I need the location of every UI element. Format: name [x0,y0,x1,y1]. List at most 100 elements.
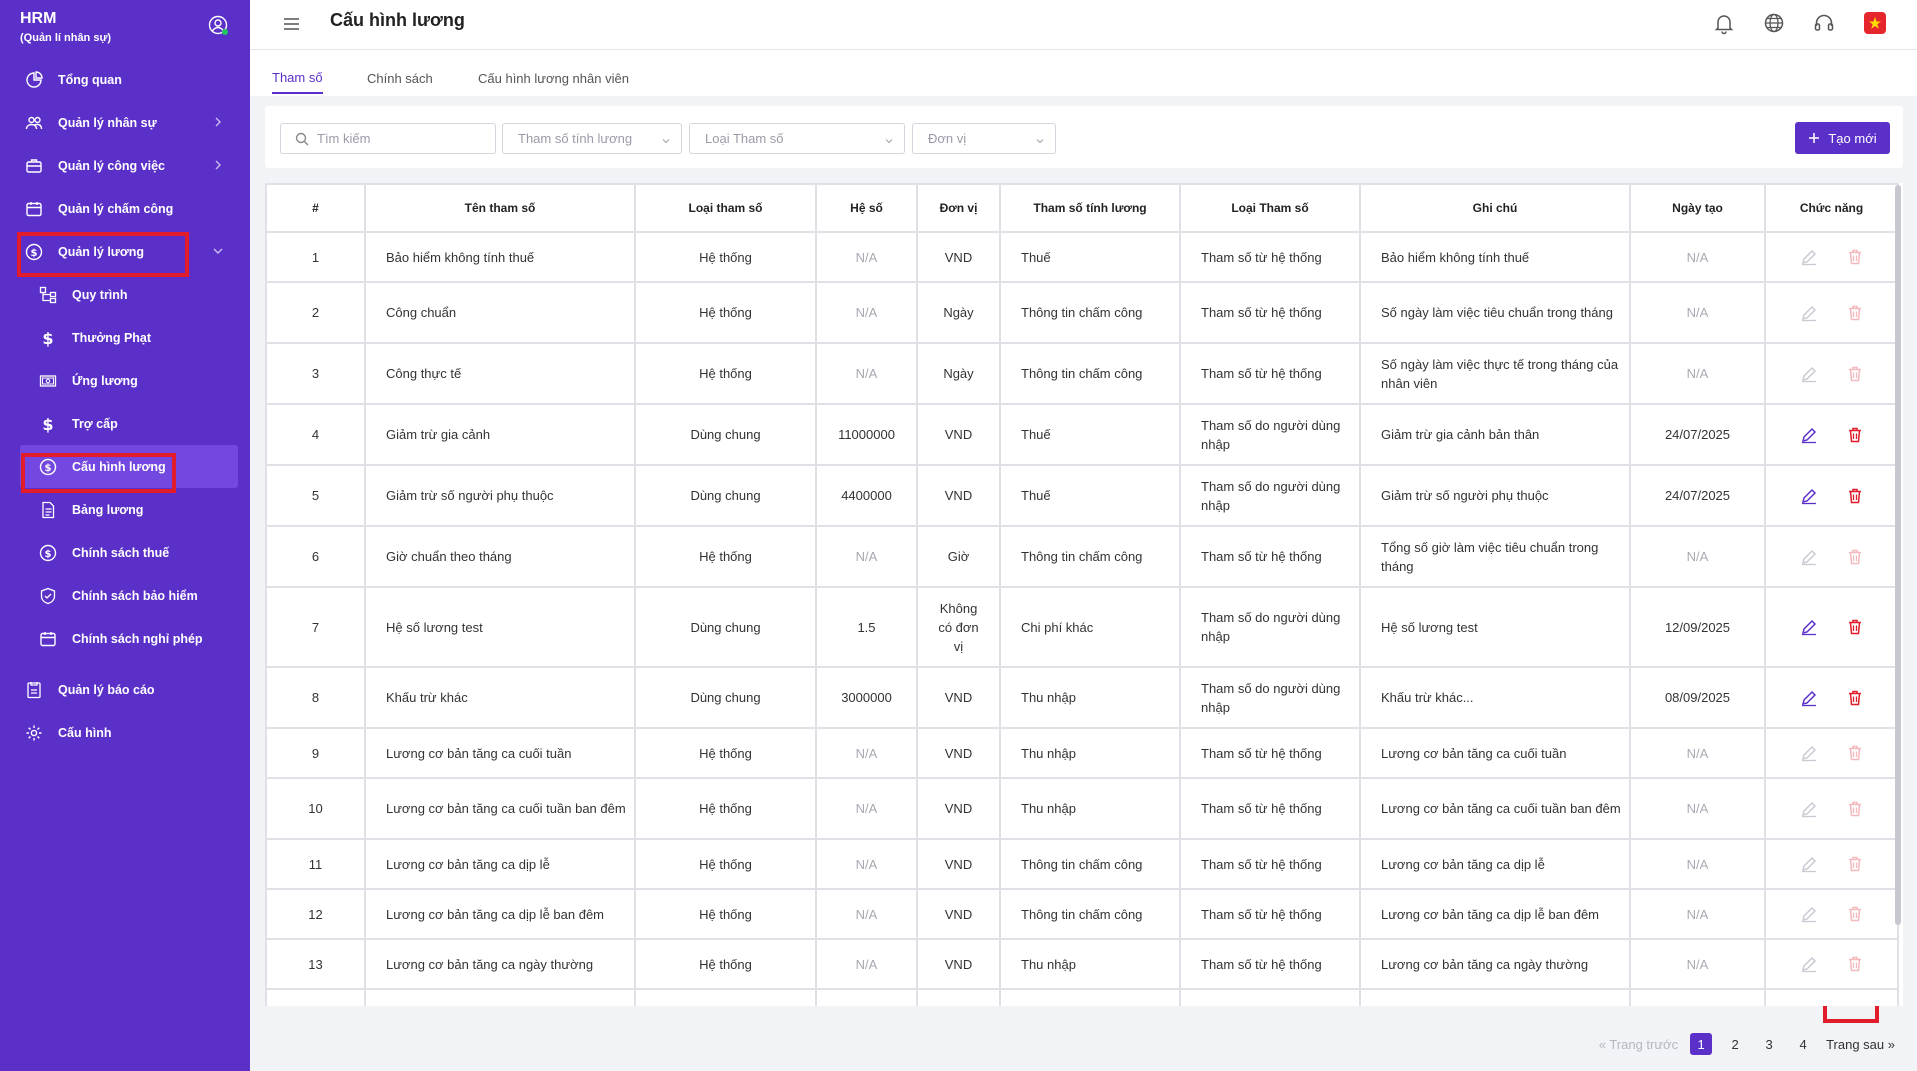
cell-note: Giảm trừ số người phụ thuộc [1359,464,1631,527]
delete-icon[interactable] [1846,618,1864,636]
user-profile-icon[interactable] [207,14,229,36]
delete-icon[interactable] [1846,905,1864,923]
create-new-button[interactable]: Tạo mới [1795,122,1890,154]
tab-params[interactable]: Tham số [272,62,323,94]
sidebar-item-label: Quy trình [72,287,128,302]
page-3-button[interactable]: 3 [1765,1036,1773,1052]
edit-icon[interactable] [1800,955,1818,973]
cell-coefficient: N/A [815,281,918,344]
cell-coefficient: N/A [815,342,918,405]
param-salary-select[interactable]: Tham số tính lương [502,123,682,154]
cell-salary-param: Thông tin chấm công [999,281,1181,344]
tab-policy[interactable]: Chính sách [367,70,433,86]
cell-note: Lương cơ bản tăng ca ngày thường [1359,938,1631,990]
sidebar-item-leave-policy[interactable]: Chính sách nghỉ phép [0,617,250,660]
bell-icon[interactable] [1712,11,1736,35]
cell-actions [1764,727,1899,779]
cell-created-date: 08/09/2025 [1629,666,1766,729]
sidebar-item-allowance[interactable]: $ Trợ cấp [0,402,250,445]
sidebar-item-settings[interactable]: Cấu hình [0,711,250,754]
table-row: 13 Lương cơ bản tăng ca ngày thường Hệ thố… [265,938,1899,990]
table-scrollbar[interactable] [1895,185,1901,925]
cell-name: Lương cơ bản tăng ca ngày thường [364,988,636,1006]
sidebar-item-tax-policy[interactable]: $ Chính sách thuế [0,531,250,574]
sidebar-item-overview[interactable]: Tổng quan [0,58,250,101]
sidebar-item-insurance-policy[interactable]: Chính sách bảo hiểm [0,574,250,617]
calendar-icon [24,199,44,219]
cell-name: Lương cơ bản tăng ca cuối tuần ban đêm [364,777,636,840]
page-4-button[interactable]: 4 [1799,1036,1807,1052]
cell-unit: VND [916,231,1001,283]
edit-icon[interactable] [1800,426,1818,444]
cell-actions [1764,888,1899,940]
delete-icon[interactable] [1846,744,1864,762]
cell-salary-param: Thu nhập [999,666,1181,729]
prev-page-button[interactable]: « Trang trước [1598,1036,1679,1052]
delete-icon[interactable] [1846,365,1864,383]
next-page-label: Trang sau [1826,1036,1885,1052]
delete-icon[interactable] [1846,1005,1864,1006]
cell-coefficient: 1.5 [815,586,918,668]
sidebar-item-hr[interactable]: Quản lý nhân sự [0,101,250,144]
cell-actions [1764,231,1899,283]
dollar-circle-icon: $ [38,457,58,477]
cell-created-date: N/A [1629,938,1766,990]
delete-icon[interactable] [1846,426,1864,444]
cell-name: Lương cơ bản tăng ca dịp lễ [364,838,636,890]
tab-employee-salary-config[interactable]: Cấu hình lương nhân viên [478,70,629,86]
edit-icon[interactable] [1800,304,1818,322]
edit-icon[interactable] [1800,855,1818,873]
sidebar-item-attendance[interactable]: Quản lý chấm công [0,187,250,230]
hamburger-menu-icon[interactable] [282,15,302,33]
delete-icon[interactable] [1846,855,1864,873]
users-icon [24,113,44,133]
sidebar-item-salary-config[interactable]: $ Cấu hình lương [20,445,238,488]
cell-type: Hệ thống [634,281,817,344]
sidebar-nav: Tổng quan Quản lý nhân sự Quản lý công v… [0,58,250,754]
cell-unit: VND [916,403,1001,466]
col-header-name: Tên tham số [364,183,636,233]
cell-unit: Ngày [916,281,1001,344]
unit-select[interactable]: Đơn vị [912,123,1056,154]
sidebar-item-payslip[interactable]: Bảng lương [0,488,250,531]
edit-icon[interactable] [1800,744,1818,762]
globe-icon[interactable] [1762,11,1786,35]
headset-icon[interactable] [1812,11,1836,35]
delete-icon[interactable] [1846,487,1864,505]
next-page-button[interactable]: Trang sau » [1826,1036,1895,1052]
page-1-button[interactable]: 1 [1690,1033,1713,1055]
edit-icon[interactable] [1800,905,1818,923]
sidebar-item-reward[interactable]: $ Thưởng Phạt [0,316,250,359]
cell-param-type: Tham số do người dùng nhập [1179,403,1361,466]
svg-text:$: $ [31,248,38,259]
edit-icon[interactable] [1800,365,1818,383]
delete-icon[interactable] [1846,304,1864,322]
sidebar-item-work[interactable]: Quản lý công việc [0,144,250,187]
delete-icon[interactable] [1846,955,1864,973]
cell-coefficient: 11000000 [815,403,918,466]
edit-icon[interactable] [1800,487,1818,505]
edit-icon[interactable] [1800,689,1818,707]
delete-icon[interactable] [1846,689,1864,707]
param-type-select[interactable]: Loại Tham số [689,123,905,154]
edit-icon[interactable] [1800,618,1818,636]
cash-icon [38,371,58,391]
delete-icon[interactable] [1846,800,1864,818]
sidebar-item-payroll[interactable]: $ Quản lý lương [0,230,250,273]
cell-created-date: N/A [1629,342,1766,405]
cell-unit: Không có đơn vị [916,586,1001,668]
sidebar-item-reports[interactable]: Quản lý báo cáo [0,668,250,711]
delete-icon[interactable] [1846,548,1864,566]
edit-icon[interactable] [1800,548,1818,566]
top-header: Cấu hình lương [250,0,1917,50]
cell-salary-param: Thu nhập [999,988,1181,1006]
sidebar-item-workflow[interactable]: Quy trình [0,273,250,316]
vietnam-flag-icon[interactable] [1863,11,1887,35]
edit-icon[interactable] [1800,248,1818,266]
edit-icon[interactable] [1800,800,1818,818]
search-input[interactable]: Tìm kiếm [280,123,496,154]
sidebar-item-advance[interactable]: Ứng lương [0,359,250,402]
edit-icon[interactable] [1800,1005,1818,1006]
delete-icon[interactable] [1846,248,1864,266]
page-2-button[interactable]: 2 [1731,1036,1739,1052]
